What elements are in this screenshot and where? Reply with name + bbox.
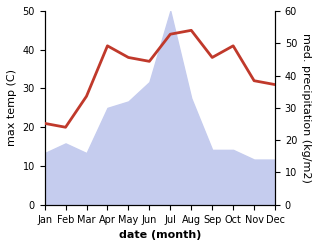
Y-axis label: med. precipitation (kg/m2): med. precipitation (kg/m2) — [301, 33, 311, 183]
X-axis label: date (month): date (month) — [119, 230, 201, 240]
Y-axis label: max temp (C): max temp (C) — [7, 69, 17, 146]
